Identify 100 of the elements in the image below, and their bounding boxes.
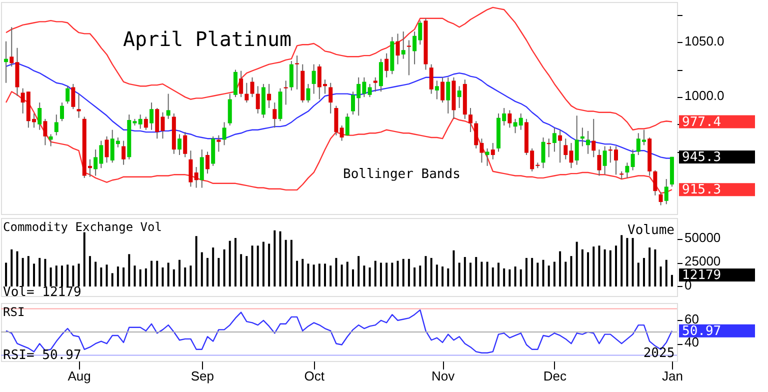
bar [324, 264, 326, 286]
bar [284, 240, 287, 286]
text: 945.3 [682, 150, 722, 165]
bar [626, 238, 628, 286]
bar [10, 249, 13, 286]
candlestick [233, 69, 238, 98]
bar [340, 264, 343, 286]
candlestick [440, 76, 445, 104]
bar [358, 256, 360, 286]
bar [386, 262, 388, 286]
candlestick [574, 115, 579, 166]
candlestick [150, 102, 154, 130]
candlestick [597, 149, 602, 176]
bar [122, 267, 125, 286]
candlestick [373, 76, 378, 92]
bar [520, 269, 522, 286]
candlestick [546, 138, 551, 158]
bar [150, 260, 153, 286]
candlestick [630, 149, 635, 171]
candlestick [558, 129, 562, 164]
bar [172, 269, 175, 286]
bar [279, 231, 282, 286]
bar [430, 258, 432, 286]
bar [228, 240, 231, 286]
bar [665, 260, 668, 286]
candlestick [66, 86, 70, 104]
bar [380, 262, 382, 286]
bar [419, 266, 422, 286]
bar [200, 252, 203, 286]
bar [100, 267, 102, 286]
candlestick [552, 127, 556, 152]
candlestick [434, 80, 439, 100]
candlestick [457, 86, 462, 108]
candlestick [328, 82, 333, 114]
bar [414, 267, 416, 286]
bar [525, 258, 528, 286]
candlestick [485, 148, 490, 166]
candlestick [625, 162, 630, 178]
bar [531, 258, 534, 286]
text: April Platinum [123, 27, 292, 51]
bar [581, 249, 584, 286]
bar [184, 267, 186, 286]
bar [330, 266, 332, 286]
bar [464, 257, 466, 286]
candlestick [508, 110, 512, 128]
bar [134, 266, 136, 286]
line-series [5, 6, 673, 130]
candlestick [658, 192, 663, 206]
bar [16, 251, 18, 286]
bar [436, 264, 438, 286]
candlestick [256, 86, 260, 114]
bar [268, 244, 270, 286]
bar [55, 266, 58, 286]
bar [335, 258, 338, 286]
candlestick [60, 102, 64, 122]
bar [312, 264, 315, 286]
bar [128, 254, 130, 286]
bar [33, 264, 36, 286]
candlestick [200, 149, 204, 188]
bar [251, 246, 254, 286]
x-tick-label: Jan [662, 368, 683, 384]
candlestick [166, 93, 170, 120]
candlestick [138, 114, 142, 130]
bar [139, 269, 142, 286]
bar [508, 269, 511, 286]
chart-title: RSI [3, 305, 25, 319]
candlestick [345, 112, 350, 136]
bar [604, 249, 606, 286]
bar [296, 260, 298, 286]
bar [144, 268, 147, 286]
y-tick-label: 60 [684, 311, 699, 326]
bar [363, 266, 366, 286]
bar [162, 267, 164, 286]
bar [559, 251, 562, 286]
candlestick [406, 40, 411, 76]
bar [262, 242, 264, 286]
candlestick [541, 137, 546, 169]
y-tick-label: 50000 [684, 230, 721, 245]
bar [670, 274, 673, 286]
candlestick [272, 102, 277, 128]
bar [402, 258, 404, 286]
bar [78, 264, 80, 286]
candlestick [43, 118, 48, 146]
candlestick [239, 70, 244, 98]
bar [374, 260, 376, 286]
candlestick [178, 134, 182, 156]
bar [302, 258, 304, 286]
bar [396, 260, 399, 286]
bar [475, 257, 478, 286]
candlestick [122, 140, 126, 166]
bar [642, 258, 645, 286]
x-tick-label: Oct [304, 368, 325, 384]
bar [452, 250, 455, 286]
candlestick [144, 116, 148, 130]
candlestick [38, 102, 42, 130]
chart-title: Commodity Exchange Vol [3, 220, 162, 234]
bar [256, 246, 259, 286]
bar [156, 260, 158, 286]
candlestick [216, 134, 221, 152]
candlestick [48, 134, 53, 147]
